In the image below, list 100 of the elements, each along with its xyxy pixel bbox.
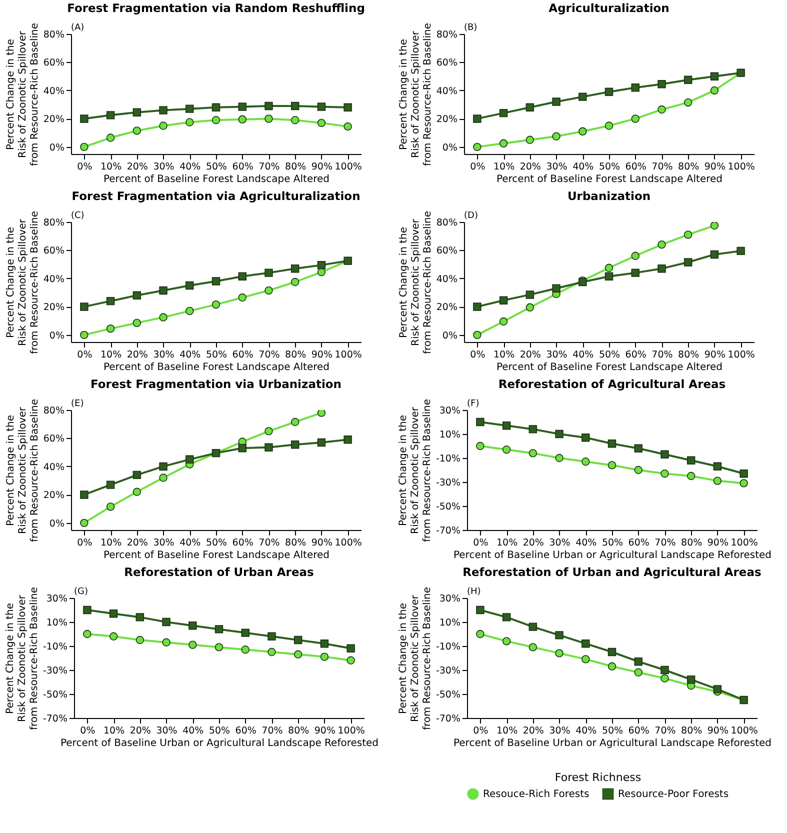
x-tick-label: 80% <box>681 538 702 548</box>
point <box>499 296 508 304</box>
legend-title: Forest Richness <box>554 771 642 784</box>
x-tick-label: 10% <box>493 350 515 360</box>
y-axis-title: Percent Change in the Risk of Zoonotic Spillover from Resource-Rich Baseline <box>5 398 40 542</box>
x-tick-label: 30% <box>156 726 178 736</box>
point <box>268 648 276 656</box>
x-tick-label: 60% <box>625 350 646 360</box>
point <box>658 105 666 114</box>
point <box>83 606 92 614</box>
legend-label: Resouce-Rich Forests <box>483 789 590 800</box>
point <box>526 290 534 299</box>
point <box>186 455 194 464</box>
y-axis-title: Percent Change in the Risk of Zoonotic Spillover from Resource-Rich Baseline <box>398 586 433 730</box>
point <box>346 656 355 664</box>
x-tick-label: 30% <box>549 538 570 548</box>
x-axis-title: Percent of Baseline Urban or Agricultural Landscape Reforested <box>453 550 772 561</box>
x-tick-label: 80% <box>285 350 306 360</box>
point <box>159 122 168 130</box>
point <box>80 330 88 340</box>
point <box>317 118 326 128</box>
x-tick-label: 100% <box>728 350 755 360</box>
point <box>526 303 534 312</box>
point <box>290 440 300 449</box>
point <box>238 102 246 111</box>
x-tick-label: 30% <box>153 538 174 548</box>
point <box>80 142 88 152</box>
point <box>290 278 300 286</box>
point <box>317 268 326 276</box>
x-tick-label: 90% <box>707 538 729 548</box>
x-tick-label: 100% <box>728 162 755 172</box>
y-axis-title: Percent Change in the Risk of Zoonotic Spillover from Resource-Rich Baseline <box>398 210 434 354</box>
point <box>344 436 352 444</box>
x-tick-label: 50% <box>598 350 620 360</box>
y-tick-label: 10% <box>439 618 460 628</box>
point <box>264 443 273 452</box>
point <box>608 648 616 656</box>
point <box>106 296 115 306</box>
point <box>264 268 273 277</box>
x-tick-label: 20% <box>126 162 148 172</box>
x-axis-title: Percent of Baseline Forest Landscape Altered <box>103 174 330 185</box>
point <box>552 284 560 292</box>
point <box>188 640 197 649</box>
y-tick-label: 60% <box>43 58 64 69</box>
point <box>660 674 669 682</box>
point <box>740 479 748 488</box>
x-tick-label: 40% <box>180 350 201 360</box>
x-tick-label: 60% <box>625 162 646 172</box>
y-tick-label: 0% <box>49 518 64 530</box>
point <box>241 628 250 637</box>
y-tick-label: 40% <box>43 86 64 97</box>
y-tick-label: 40% <box>43 274 64 285</box>
point <box>578 127 587 136</box>
point <box>214 625 224 634</box>
point <box>317 410 326 417</box>
point <box>710 250 719 259</box>
point <box>83 630 92 638</box>
point <box>162 638 170 646</box>
point <box>526 136 534 144</box>
x-tick-label: 20% <box>126 538 148 548</box>
x-tick-label: 40% <box>576 726 597 736</box>
point <box>658 264 666 273</box>
point <box>238 272 246 280</box>
point <box>634 466 642 474</box>
y-tick-label: 10% <box>46 618 68 628</box>
x-tick-label: 90% <box>311 350 333 360</box>
x-tick-label: 100% <box>730 726 758 736</box>
x-tick-label: 70% <box>258 350 280 360</box>
point <box>106 502 115 511</box>
point <box>658 240 666 249</box>
point <box>264 114 273 123</box>
chart-title: Forest Fragmentation via Random Reshuffling <box>67 0 365 15</box>
y-tick-label: 0% <box>442 330 458 342</box>
point <box>555 454 564 462</box>
x-tick-label: 20% <box>126 350 148 360</box>
x-tick-label: 60% <box>235 726 256 736</box>
point <box>555 649 564 658</box>
y-axis-title: Percent Change in the Risk of Zoonotic Spillover from Resource-Rich Baseline <box>398 398 433 542</box>
point <box>528 643 538 652</box>
x-tick-label: 50% <box>602 538 624 548</box>
point <box>290 102 300 110</box>
x-tick-label: 70% <box>652 162 673 172</box>
x-tick-label: 60% <box>628 726 650 736</box>
point <box>80 490 88 499</box>
point <box>290 418 300 426</box>
point <box>214 643 224 652</box>
x-tick-label: 50% <box>208 726 230 736</box>
point <box>109 632 118 640</box>
point <box>713 462 722 471</box>
y-tick-label: 0% <box>49 142 64 154</box>
point <box>526 103 534 112</box>
point <box>502 421 511 430</box>
y-tick-label: 20% <box>436 114 458 126</box>
point <box>264 427 273 436</box>
y-axis-title: Percent Change in the Risk of Zoonotic Spillover from Resource-Rich Baseline <box>4 586 40 730</box>
point <box>713 685 722 694</box>
point <box>552 132 560 140</box>
x-tick-label: 90% <box>314 726 336 736</box>
point <box>473 114 482 123</box>
x-tick-label: 40% <box>572 162 594 172</box>
